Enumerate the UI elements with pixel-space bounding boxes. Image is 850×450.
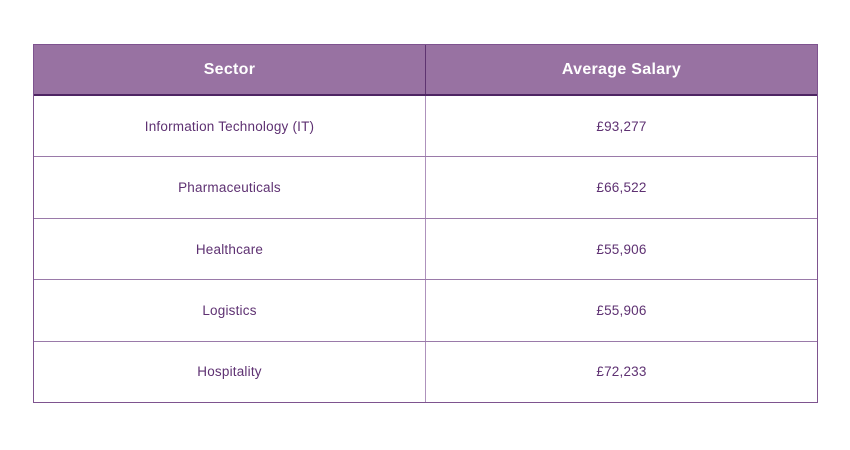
sector-cell: Hospitality <box>34 341 426 403</box>
salary-cell: £93,277 <box>596 118 647 134</box>
salary-cell: £55,906 <box>596 302 647 318</box>
table-row: Information Technology (IT) £93,277 <box>34 96 817 158</box>
sector-cell: Healthcare <box>34 218 426 280</box>
salary-table: Sector Average Salary Information Techno… <box>33 44 818 403</box>
salary-cell: £66,522 <box>596 180 647 196</box>
column-header-average-salary: Average Salary <box>561 60 682 78</box>
column-header-sector: Sector <box>34 45 426 94</box>
table-row: Hospitality £72,233 <box>34 341 817 403</box>
salary-cell: £55,906 <box>596 241 647 257</box>
sector-cell: Logistics <box>34 280 426 341</box>
table-row: Healthcare £55,906 <box>34 218 817 281</box>
table-row: Logistics £55,906 <box>34 280 817 342</box>
table-header-row: Sector Average Salary <box>34 45 817 96</box>
sector-cell: Pharmaceuticals <box>34 157 426 218</box>
sector-cell: Information Technology (IT) <box>34 96 426 157</box>
salary-cell: £72,233 <box>596 364 647 380</box>
table-row: Pharmaceuticals £66,522 <box>34 157 817 219</box>
